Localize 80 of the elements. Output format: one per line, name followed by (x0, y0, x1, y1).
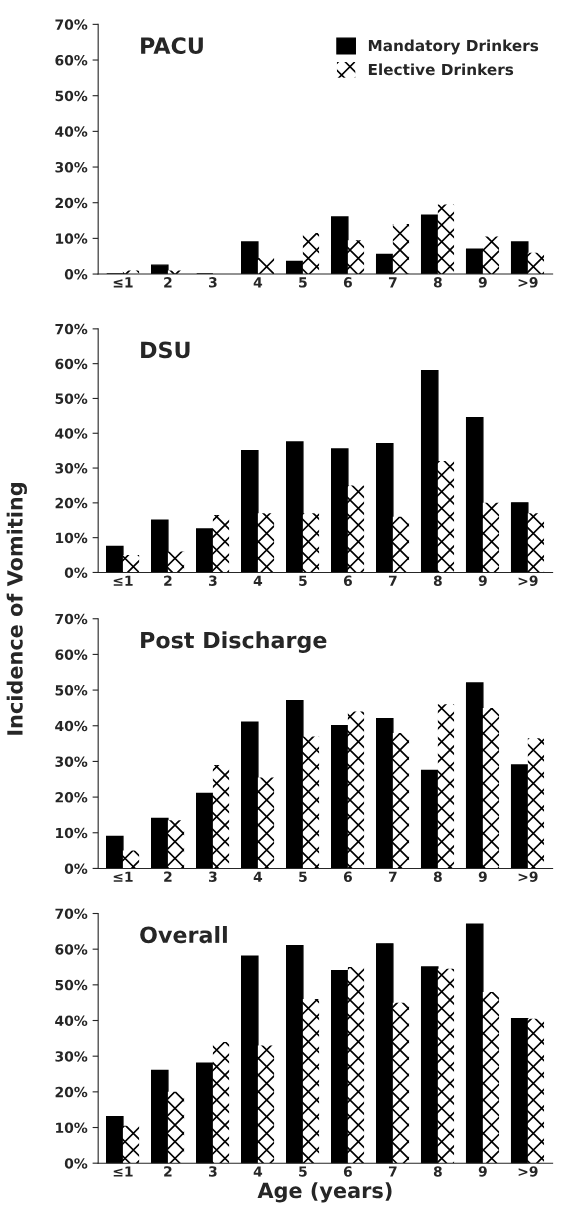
x-tick-label: 9 (478, 1166, 487, 1177)
x-tick-label: ≤1 (113, 1166, 133, 1177)
x-tick-label: ≤1 (113, 575, 133, 586)
x-tick-label: 8 (433, 1166, 442, 1177)
y-tick-label: 0% (64, 567, 88, 578)
x-tick-label: 4 (253, 277, 263, 288)
x-tick-label: 2 (164, 575, 172, 586)
y-tick-label: 40% (55, 126, 88, 137)
x-tick-label: 9 (478, 277, 487, 288)
x-tick-label: 3 (209, 871, 217, 882)
y-tick-label: 20% (55, 197, 88, 209)
x-tick-label: ≤1 (113, 871, 133, 882)
y-tick-label: 10% (56, 1122, 88, 1133)
x-tick-label: >9 (518, 277, 538, 288)
legend-label: Mandatory Drinkers (368, 39, 539, 55)
y-tick-label: 40% (55, 428, 88, 439)
y-tick-label: 60% (55, 944, 88, 955)
chart-title: DSU (141, 341, 190, 359)
y-tick-label: 50% (55, 393, 88, 404)
y-tick-label: 20% (55, 1086, 88, 1098)
y-tick-label: 30% (55, 162, 88, 173)
y-tick-label: 40% (55, 1015, 88, 1026)
chart-title: Overall (140, 925, 227, 944)
x-tick-label: 7 (388, 575, 397, 586)
x-tick-label: 8 (433, 575, 442, 586)
x-tick-label: 5 (299, 871, 307, 882)
x-tick-label: 2 (164, 277, 172, 288)
y-tick-label: 70% (55, 908, 88, 919)
x-tick-label: 3 (209, 277, 217, 288)
y-tick-label: 70% (55, 323, 88, 335)
y-tick-label: 60% (55, 55, 88, 66)
x-tick-label: 9 (478, 871, 487, 882)
y-tick-label: 20% (55, 497, 88, 509)
x-axis-title: Age (years) (257, 1182, 392, 1203)
x-tick-label: 5 (299, 1166, 307, 1177)
y-tick-label: 10% (56, 233, 88, 244)
x-tick-label: 9 (478, 575, 487, 586)
x-tick-label: 6 (343, 1166, 352, 1177)
y-axis-title: Incidence of Vomiting (6, 483, 27, 735)
x-tick-label: 2 (164, 1166, 172, 1177)
x-tick-label: >9 (518, 871, 538, 882)
x-tick-label: ≤1 (113, 277, 133, 288)
x-tick-label: 6 (343, 575, 352, 586)
x-tick-label: 5 (299, 575, 307, 586)
y-tick-label: 50% (55, 90, 88, 102)
y-tick-label: 30% (55, 1051, 88, 1062)
y-tick-label: 70% (55, 613, 88, 625)
x-tick-label: 6 (343, 277, 352, 288)
x-tick-label: 4 (253, 871, 263, 882)
x-tick-label: 7 (388, 1166, 397, 1177)
x-tick-label: 3 (209, 575, 217, 586)
y-tick-label: 10% (56, 532, 88, 544)
chart-title: PACU (141, 37, 203, 55)
y-tick-label: 30% (55, 756, 88, 767)
y-tick-label: 40% (55, 720, 88, 732)
x-tick-label: 7 (388, 277, 397, 288)
y-tick-label: 70% (55, 19, 88, 30)
y-tick-label: 0% (64, 269, 88, 280)
x-tick-label: 4 (253, 575, 263, 586)
x-tick-label: 4 (253, 1166, 263, 1177)
x-tick-label: >9 (518, 1166, 538, 1177)
y-tick-label: 0% (64, 863, 88, 874)
y-tick-label: 10% (56, 827, 88, 839)
x-tick-label: >9 (518, 575, 538, 586)
y-tick-label: 50% (55, 685, 88, 696)
text: Post Discharge (141, 631, 327, 653)
y-tick-label: 50% (55, 979, 88, 991)
y-tick-label: 60% (55, 358, 88, 370)
x-tick-label: 6 (343, 871, 352, 882)
y-tick-label: 30% (55, 463, 88, 474)
y-tick-label: 0% (64, 1158, 88, 1169)
legend-label: Elective Drinkers (368, 63, 514, 76)
x-tick-label: 7 (388, 871, 397, 882)
y-tick-label: 20% (55, 792, 88, 803)
x-tick-label: 3 (209, 1166, 217, 1177)
x-tick-label: 5 (299, 277, 307, 288)
y-tick-label: 60% (55, 649, 88, 660)
x-tick-label: 8 (433, 871, 442, 882)
x-tick-label: 8 (433, 277, 442, 288)
x-tick-label: 2 (164, 871, 172, 882)
